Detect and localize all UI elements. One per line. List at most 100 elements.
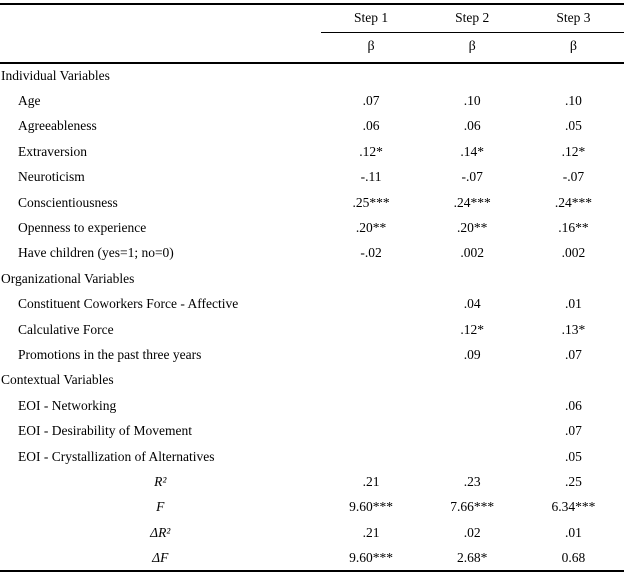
- beta-symbol: β: [421, 32, 523, 64]
- cell-step2-value: .20**: [457, 220, 488, 236]
- cell-step2-value: .09: [463, 346, 481, 362]
- table-row: Conscientiousness .25*** .24*** .24***: [0, 190, 624, 215]
- cell-step1-value: [321, 444, 422, 469]
- row-label: Openness to experience: [18, 220, 147, 236]
- row-label: EOI - Crystallization of Alternatives: [18, 448, 215, 464]
- table-row: Promotions in the past three years .09 .…: [0, 342, 624, 367]
- cell-step2-value: .24***: [453, 194, 491, 210]
- step-3-header: Step 3: [522, 4, 624, 33]
- table-row: Organizational Variables: [0, 266, 624, 291]
- beta-header-row: β β β: [0, 32, 624, 64]
- row-label: Calculative Force: [18, 321, 114, 337]
- cell-step1-value: .20**: [355, 220, 387, 236]
- table-row: Age .07 .10 .10: [0, 88, 624, 113]
- cell-step2-value: [422, 444, 523, 469]
- cell-step3-value: .05: [564, 448, 582, 464]
- table-row: Calculative Force .12* .13*: [0, 317, 624, 342]
- table-row: Agreeableness .06 .06 .05: [0, 114, 624, 139]
- cell-step1-value: 9.60***: [349, 549, 394, 565]
- cell-step1-value: [321, 418, 422, 443]
- cell-step3-value: .25: [564, 473, 582, 489]
- row-label: R²: [154, 473, 167, 489]
- cell-step3-value: .05: [564, 118, 582, 134]
- table-row: ΔF 9.60*** 2.68* 0.68: [0, 545, 624, 570]
- table-row: Have children (yes=1; no=0) -.02 .002 .0…: [0, 241, 624, 266]
- table-row: Openness to experience .20** .20** .16**: [0, 215, 624, 240]
- cell-step1-value: .25***: [352, 194, 390, 210]
- cell-step3-value: -.07: [562, 169, 585, 185]
- cell-step3-value: [523, 266, 624, 291]
- regression-results-table: Step 1 Step 2 Step 3 β β β Individual Va…: [0, 3, 624, 572]
- cell-step3-value: .07: [564, 423, 582, 439]
- step-2-header: Step 2: [421, 4, 523, 33]
- header-spacer: [0, 32, 321, 64]
- row-label: F: [156, 499, 165, 515]
- cell-step3-value: .16**: [558, 220, 589, 236]
- cell-step2-value: .06: [463, 118, 481, 134]
- cell-step3-value: .002: [561, 245, 586, 261]
- row-label: Conscientiousness: [18, 194, 118, 210]
- cell-step1-value: [321, 63, 422, 88]
- row-label: Individual Variables: [1, 68, 110, 84]
- row-label: Contextual Variables: [1, 372, 114, 388]
- cell-step2-value: [422, 368, 523, 393]
- row-label: EOI - Desirability of Movement: [18, 423, 192, 439]
- cell-step1-value: .07: [362, 93, 380, 109]
- table-row: Contextual Variables: [0, 368, 624, 393]
- cell-step1-value: -.02: [360, 245, 382, 261]
- beta-symbol: β: [522, 32, 624, 64]
- row-label: Organizational Variables: [1, 270, 135, 286]
- row-label: ΔR²: [150, 524, 171, 540]
- header-spacer: [0, 4, 321, 32]
- cell-step3-value: .10: [564, 93, 582, 109]
- cell-step3-value: .01: [564, 296, 582, 312]
- cell-step3-value: .24***: [554, 194, 592, 210]
- cell-step3-value: 0.68: [561, 549, 586, 565]
- table-row: EOI - Desirability of Movement .07: [0, 418, 624, 443]
- cell-step3-value: .13*: [561, 321, 586, 337]
- cell-step1-value: -.11: [360, 169, 382, 185]
- cell-step1-value: [321, 266, 422, 291]
- cell-step1-value: .12*: [359, 143, 383, 159]
- row-label: Neuroticism: [18, 169, 85, 185]
- cell-step1-value: .21: [362, 473, 380, 489]
- steps-header-row: Step 1 Step 2 Step 3: [0, 4, 624, 33]
- cell-step3-value: [523, 63, 624, 88]
- cell-step3-value: .07: [564, 346, 582, 362]
- table-row: ΔR² .21 .02 .01: [0, 520, 624, 545]
- table-row: F 9.60*** 7.66*** 6.34***: [0, 495, 624, 520]
- row-label: ΔF: [152, 549, 169, 565]
- cell-step2-value: .04: [463, 296, 481, 312]
- cell-step2-value: .002: [460, 245, 485, 261]
- cell-step1-value: .21: [362, 524, 380, 540]
- row-label: Agreeableness: [18, 118, 97, 134]
- beta-symbol: β: [320, 32, 422, 64]
- cell-step3-value: .06: [564, 397, 582, 413]
- table-row: EOI - Crystallization of Alternatives .0…: [0, 444, 624, 469]
- row-label: Promotions in the past three years: [18, 346, 202, 362]
- table-row: Constituent Coworkers Force - Affective …: [0, 292, 624, 317]
- row-label: Age: [18, 93, 41, 109]
- cell-step2-value: 7.66***: [450, 499, 495, 515]
- cell-step2-value: [422, 266, 523, 291]
- table-body: Individual Variables Age .07 .10 .10 Agr…: [0, 63, 624, 571]
- table-row: Extraversion .12* .14* .12*: [0, 139, 624, 164]
- cell-step1-value: 9.60***: [349, 499, 394, 515]
- row-label: Extraversion: [18, 143, 87, 159]
- table-row: EOI - Networking .06: [0, 393, 624, 418]
- cell-step2-value: -.07: [461, 169, 483, 185]
- row-label: Constituent Coworkers Force - Affective: [18, 296, 239, 312]
- cell-step1-value: [321, 342, 422, 367]
- row-label: Have children (yes=1; no=0): [18, 245, 174, 261]
- cell-step3-value: .01: [564, 524, 582, 540]
- cell-step1-value: [321, 317, 422, 342]
- cell-step2-value: .12*: [460, 321, 485, 337]
- step-1-header: Step 1: [320, 4, 422, 33]
- table-row: R² .21 .23 .25: [0, 469, 624, 494]
- cell-step3-value: [523, 368, 624, 393]
- row-label: EOI - Networking: [18, 397, 117, 413]
- cell-step3-value: 6.34***: [551, 499, 596, 515]
- cell-step2-value: [422, 63, 523, 88]
- cell-step2-value: [422, 418, 523, 443]
